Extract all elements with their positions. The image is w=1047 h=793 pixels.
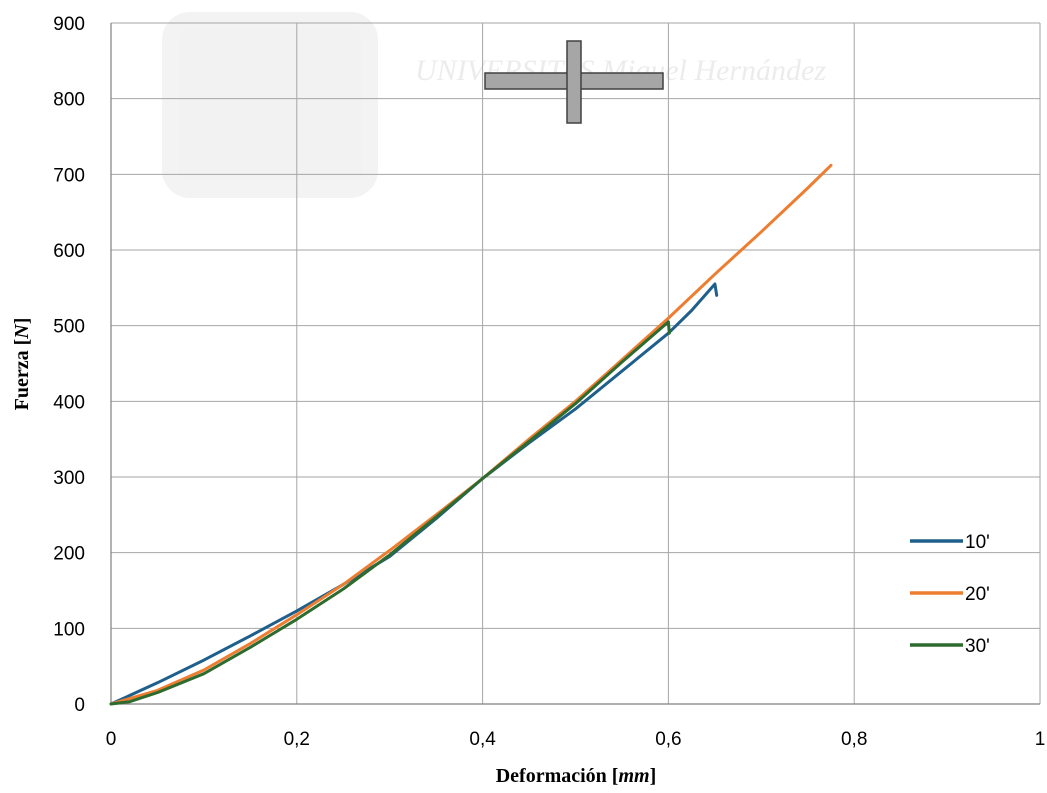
legend-label: 30': [965, 636, 990, 657]
x-tick-label: 0,4: [469, 729, 496, 750]
legend-label: 20': [965, 584, 990, 605]
x-axis-title: Deformación [mm]: [496, 765, 657, 787]
y-tick-label: 800: [53, 90, 85, 111]
university-logo-watermark: UNIVERSITAS Miguel Hernández: [162, 12, 826, 198]
y-tick-label: 600: [53, 241, 85, 262]
series-line-3: [109, 320, 671, 706]
tick-labels: 0 100 200 300 400 500 600 700 800 900 0 0,2 0,4 0,6 0,…: [53, 14, 1045, 750]
series-line-1: [109, 282, 719, 706]
y-tick-label: 200: [53, 544, 85, 565]
x-tick-label: 0,2: [284, 729, 310, 750]
series-line-2: [109, 163, 833, 706]
x-tick-label: 0,6: [655, 729, 681, 750]
x-tick-label: 1: [1035, 729, 1046, 750]
y-tick-label: 500: [53, 317, 85, 338]
x-tick-label: 0,8: [841, 729, 867, 750]
legend: 10' 20' 30': [910, 532, 990, 657]
x-tick-label: 0: [106, 729, 117, 750]
y-tick-label: 100: [53, 619, 85, 640]
cross-shaped-specimen-icon: [484, 40, 664, 124]
y-tick-label: 900: [53, 14, 85, 35]
series-lines: [109, 163, 833, 706]
y-tick-label: 700: [53, 165, 85, 186]
y-tick-label: 300: [53, 468, 85, 489]
axes: [110, 23, 1040, 705]
y-tick-label: 400: [53, 392, 85, 413]
legend-label: 10': [965, 532, 990, 553]
y-tick-label: 0: [74, 695, 85, 716]
y-axis-title: Fuerza [N]: [11, 318, 33, 411]
